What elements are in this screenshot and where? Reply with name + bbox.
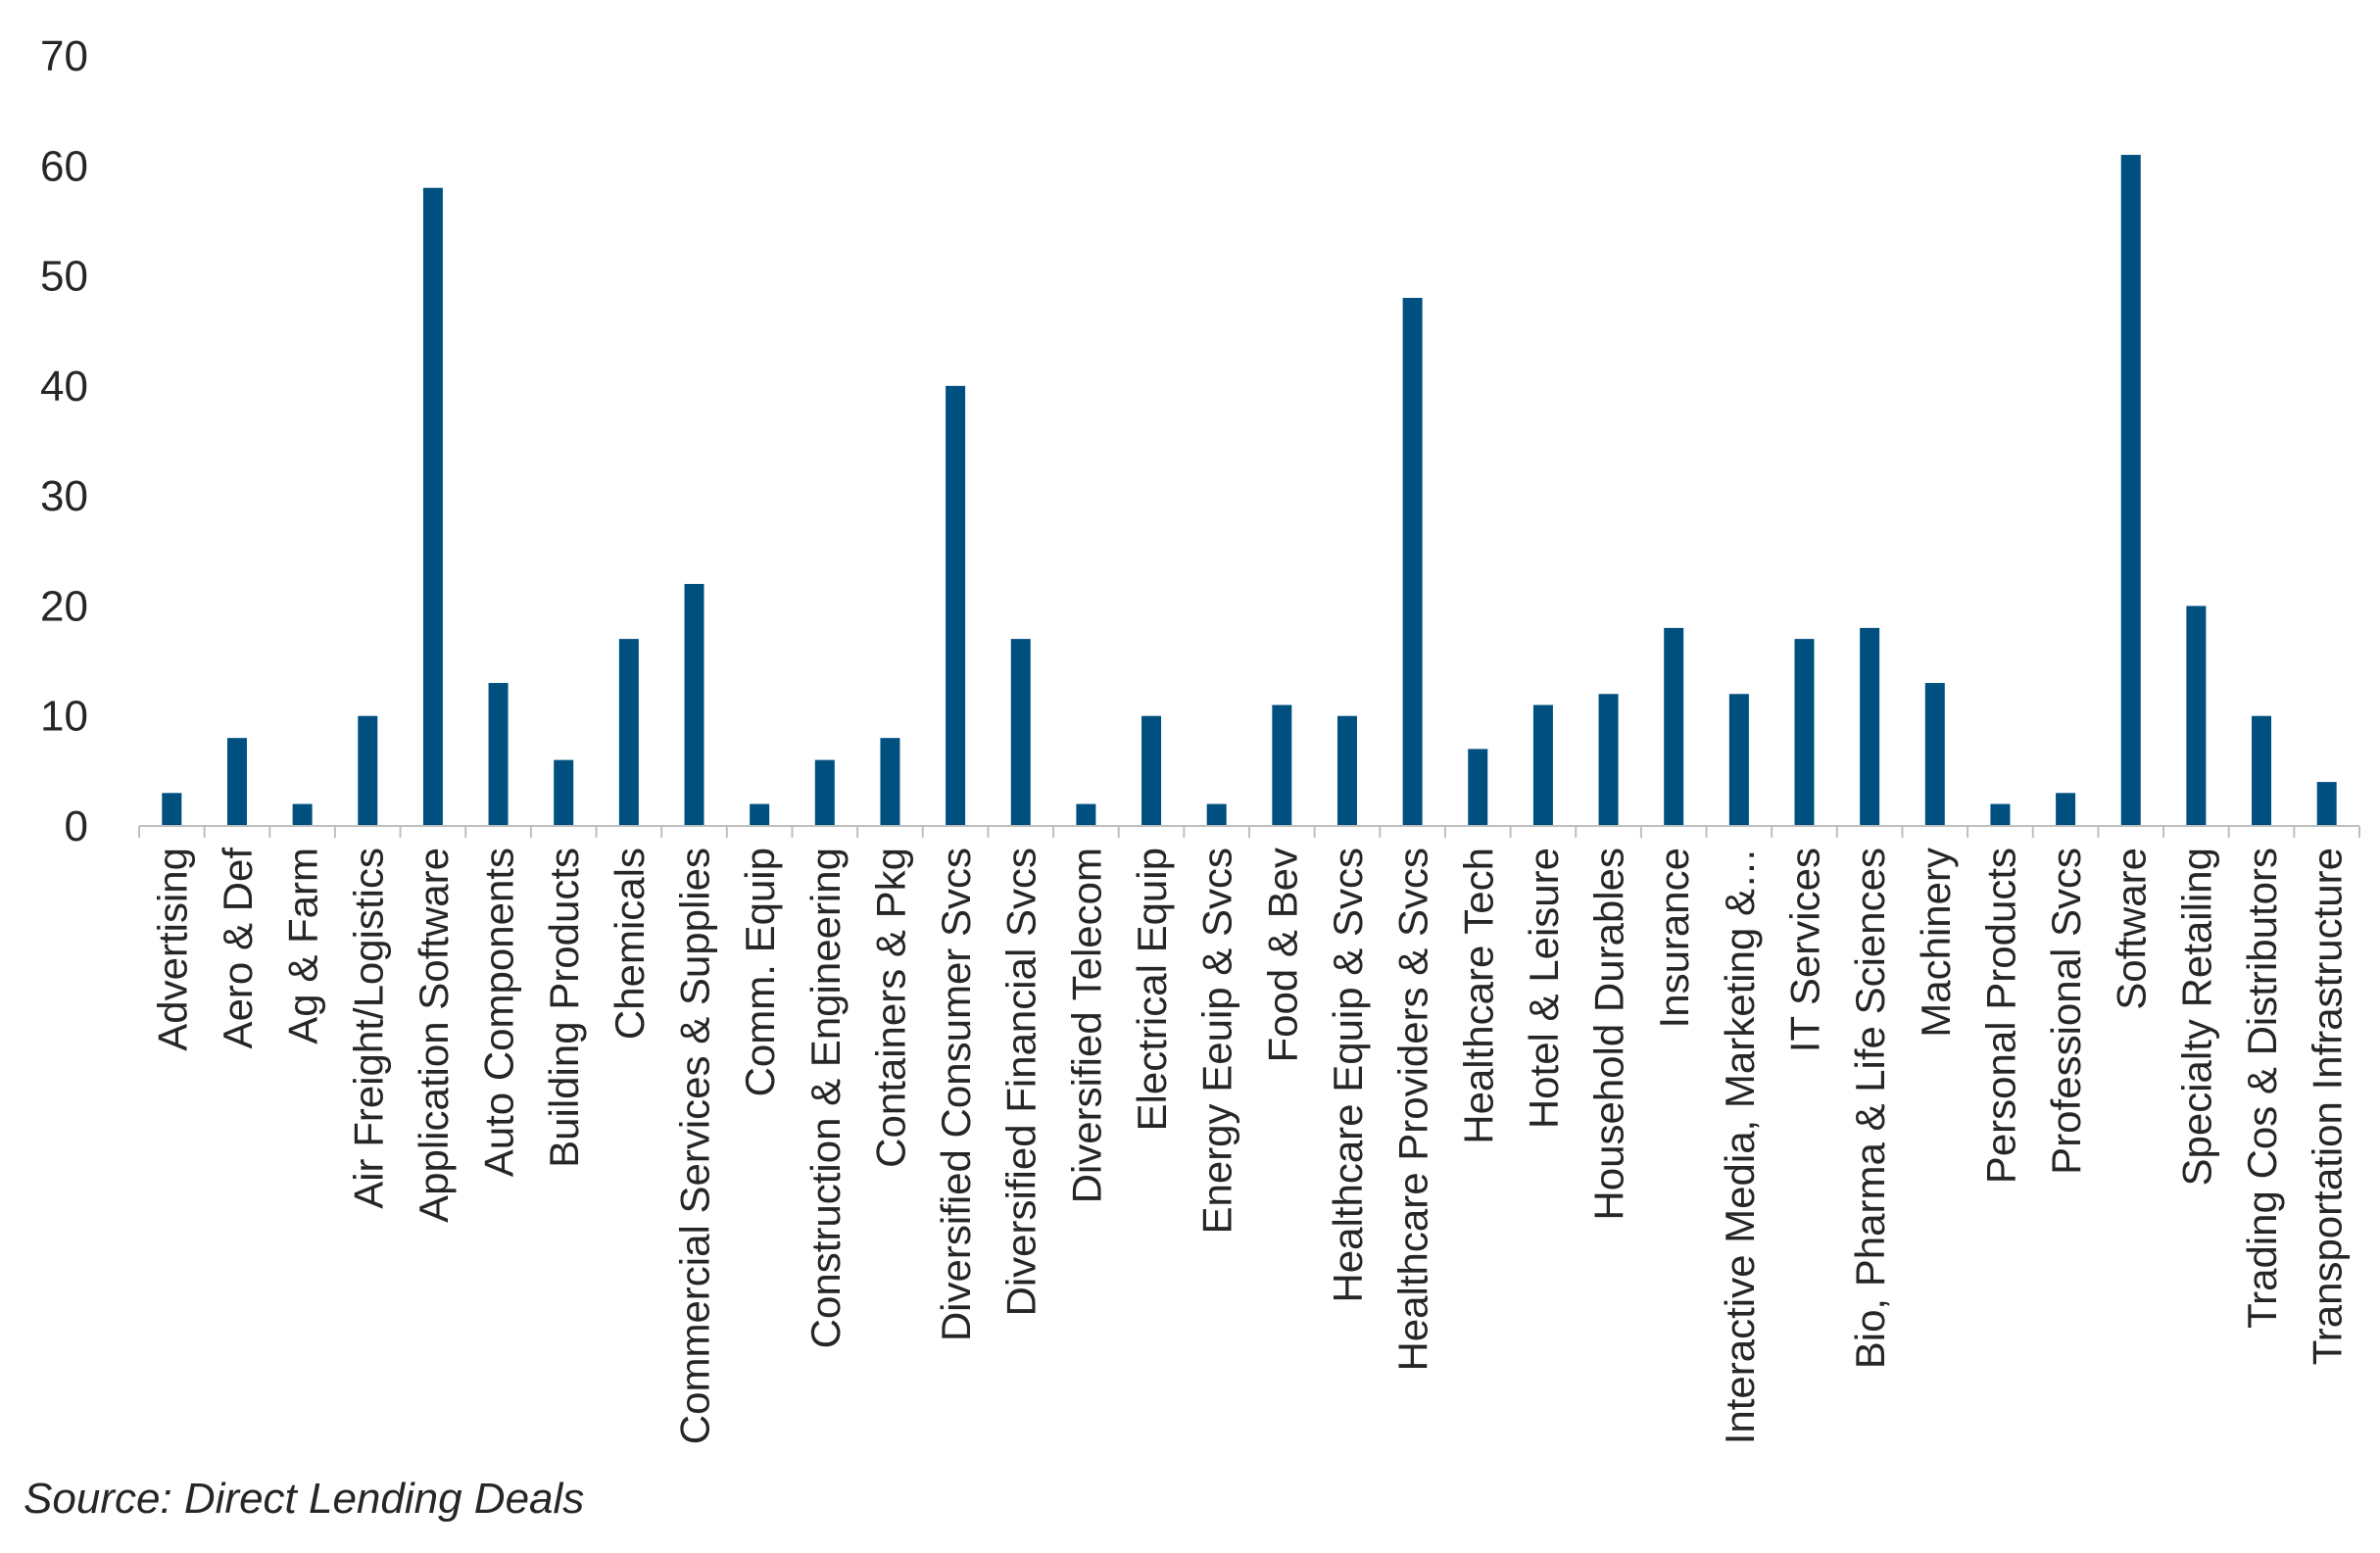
bar [946,385,966,826]
x-category-label: Auto Components [476,848,522,1177]
bar [292,803,313,826]
y-tick-label: 0 [65,802,88,850]
x-axis-tick-marks [138,826,2360,838]
x-category-label: Commercial Services & Supplies [672,848,718,1444]
bars [162,155,2337,827]
bar [618,639,639,826]
y-tick-label: 30 [40,472,88,520]
x-category-label: Household Durables [1586,848,1632,1221]
x-category-label: Machinery [1913,848,1959,1038]
y-tick-label: 10 [40,693,88,741]
bar [1010,639,1031,826]
y-tick-label: 20 [40,582,88,630]
x-category-label: Software [2109,848,2155,1010]
bar [1728,694,1749,826]
bar [684,583,704,826]
x-category-label: Aero & Def [215,848,261,1049]
bar [880,738,900,826]
bar [1272,704,1292,826]
x-category-label: Professional Svcs [2043,848,2089,1175]
x-category-label: IT Services [1782,848,1828,1052]
x-category-label: Energy Eeuip & Svcs [1194,848,1240,1235]
x-category-label: Healthcare Equip & Svcs [1325,848,1371,1303]
x-category-label: Hotel & Leisure [1521,848,1567,1129]
x-category-label: Healthcare Providers & Svcs [1390,848,1436,1372]
x-category-label: Advertising [149,848,195,1051]
bar [1924,683,1945,826]
x-category-label: Air Freight/Logistics [345,848,391,1209]
bar [1141,715,1162,826]
x-category-label: Building Products [541,848,587,1168]
bar [1336,715,1357,826]
bar [226,738,247,826]
bar [1532,704,1553,826]
bar [750,803,770,826]
bar [814,759,835,826]
y-tick-label: 50 [40,253,88,301]
x-category-label: Application Software [411,848,457,1223]
x-category-label: Chemicals [607,848,653,1040]
x-category-label: Specialty Retailing [2173,848,2219,1187]
bar [2316,782,2337,826]
bar [1402,298,1423,826]
bar [2252,715,2272,826]
y-axis-ticks: 0 10 20 30 40 50 60 70 [40,32,88,850]
bar [358,715,378,826]
bar [2186,606,2207,826]
x-category-label: Trading Cos & Distributors [2239,848,2285,1329]
y-tick-label: 60 [40,142,88,190]
bar [1598,694,1619,826]
bar [554,759,574,826]
source-note: Source: Direct Lending Deals [24,1475,585,1523]
bar [2056,793,2076,826]
x-category-label: Diversified Telecom [1063,848,1109,1203]
x-category-label: Bio, Pharma & Life Sciences [1847,848,1893,1369]
x-category-label: Personal Products [1977,848,2023,1184]
x-category-label: Containers & Pkg [867,848,913,1168]
bar [488,683,509,826]
x-category-label: Food & Bev [1259,848,1305,1062]
x-category-label: Insurance [1651,848,1697,1028]
x-category-label: Interactive Media, Marketing &… [1717,848,1763,1444]
bar [1990,803,2011,826]
x-category-label: Diversified Financial Svcs [998,848,1044,1317]
bar [1468,749,1488,826]
x-category-label: Electrical Equip [1129,848,1175,1131]
x-category-label: Healthcare Tech [1455,848,1501,1144]
bar [1076,803,1096,826]
bar [1206,803,1227,826]
x-category-label: Comm. Equip [737,848,783,1096]
bar [1860,627,1880,826]
y-tick-label: 70 [40,32,88,80]
x-category-label: Ag & Farm [280,848,326,1044]
bar [1664,627,1684,826]
bar [162,793,182,826]
y-tick-label: 40 [40,363,88,411]
x-category-label: Diversified Consumer Svcs [933,848,979,1341]
x-axis-category-labels: Advertising Aero & Def Ag & Farm Air Freigh… [149,848,2350,1445]
x-category-label: Transportation Infrastructure [2305,848,2351,1365]
bar [1794,639,1815,826]
bar [2120,155,2141,827]
bar [422,187,443,826]
x-category-label: Construction & Engineering [802,848,849,1348]
